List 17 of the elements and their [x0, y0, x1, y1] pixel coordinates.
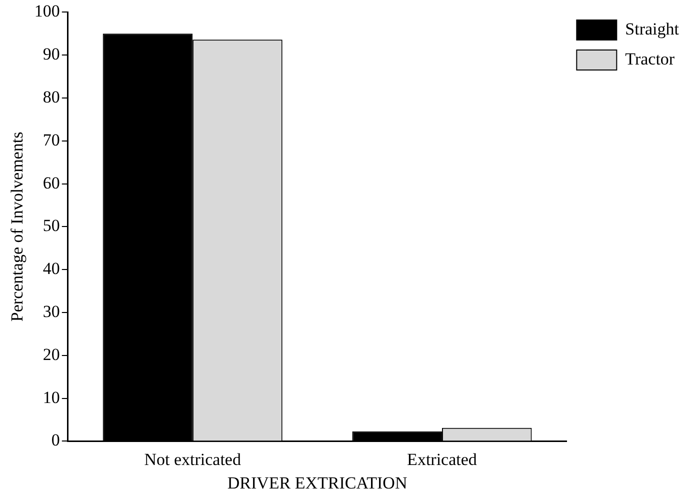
- x-tick-label: Not extricated: [144, 450, 242, 469]
- legend-label: Tractor: [625, 49, 675, 68]
- y-tick-label: 0: [51, 430, 60, 450]
- x-axis-title: DRIVER EXTRICATION: [227, 473, 408, 492]
- x-tick-label: Extricated: [407, 450, 478, 469]
- y-tick-label: 40: [42, 259, 60, 278]
- y-tick-label: 80: [42, 87, 60, 106]
- y-tick-label: 70: [42, 130, 60, 150]
- y-tick-label: 20: [42, 344, 60, 364]
- y-axis-title: Percentage of Involvements: [8, 132, 27, 322]
- y-tick-label: 100: [34, 2, 60, 21]
- y-tick-label: 10: [42, 388, 60, 407]
- y-tick-label: 30: [42, 302, 60, 321]
- y-tick-label: 60: [42, 173, 60, 192]
- legend-label: Straight: [625, 19, 680, 38]
- y-tick-label: 90: [42, 44, 60, 64]
- y-tick-label: 50: [42, 216, 60, 236]
